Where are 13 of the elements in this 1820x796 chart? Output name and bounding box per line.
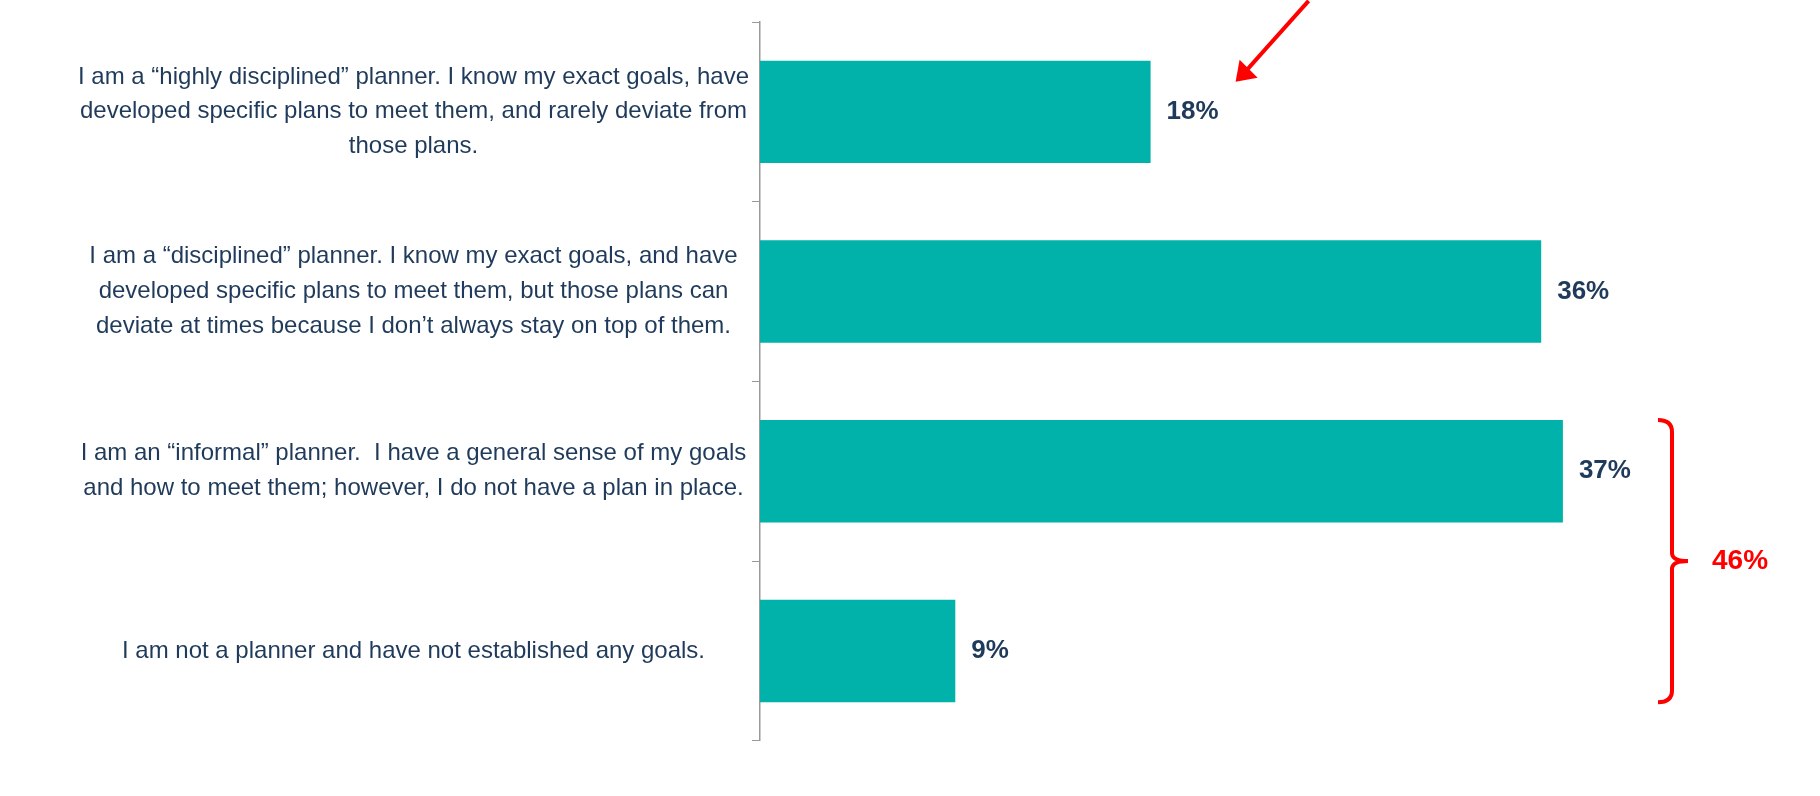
bar	[760, 240, 1542, 343]
bar	[760, 60, 1151, 164]
data-label: 36%	[1557, 274, 1610, 305]
bar	[760, 599, 956, 703]
data-label: 37%	[1578, 454, 1631, 485]
y-tick-label: I am an “informal” planner. I have a general sense of my goals and how to meet them; however, I do not have a plan in place.	[80, 438, 747, 501]
y-tick-label: I am a “highly disciplined” planner. I know my exact goals, have developed specific plans to meet them, and rarely deviate from those plans.	[77, 61, 750, 159]
y-tick-label: I am not a planner and have not established any goals.	[121, 635, 706, 663]
bar	[760, 420, 1563, 523]
data-label: 18%	[1166, 95, 1219, 126]
y-tick-label: I am a “disciplined” planner. I know my exact goals, and have developed specific plans to meet them, but those plans can deviate at times because I don’t always stay on top of them.	[89, 241, 738, 338]
data-label: 9%	[971, 634, 1009, 665]
text: 46%	[1712, 543, 1769, 575]
